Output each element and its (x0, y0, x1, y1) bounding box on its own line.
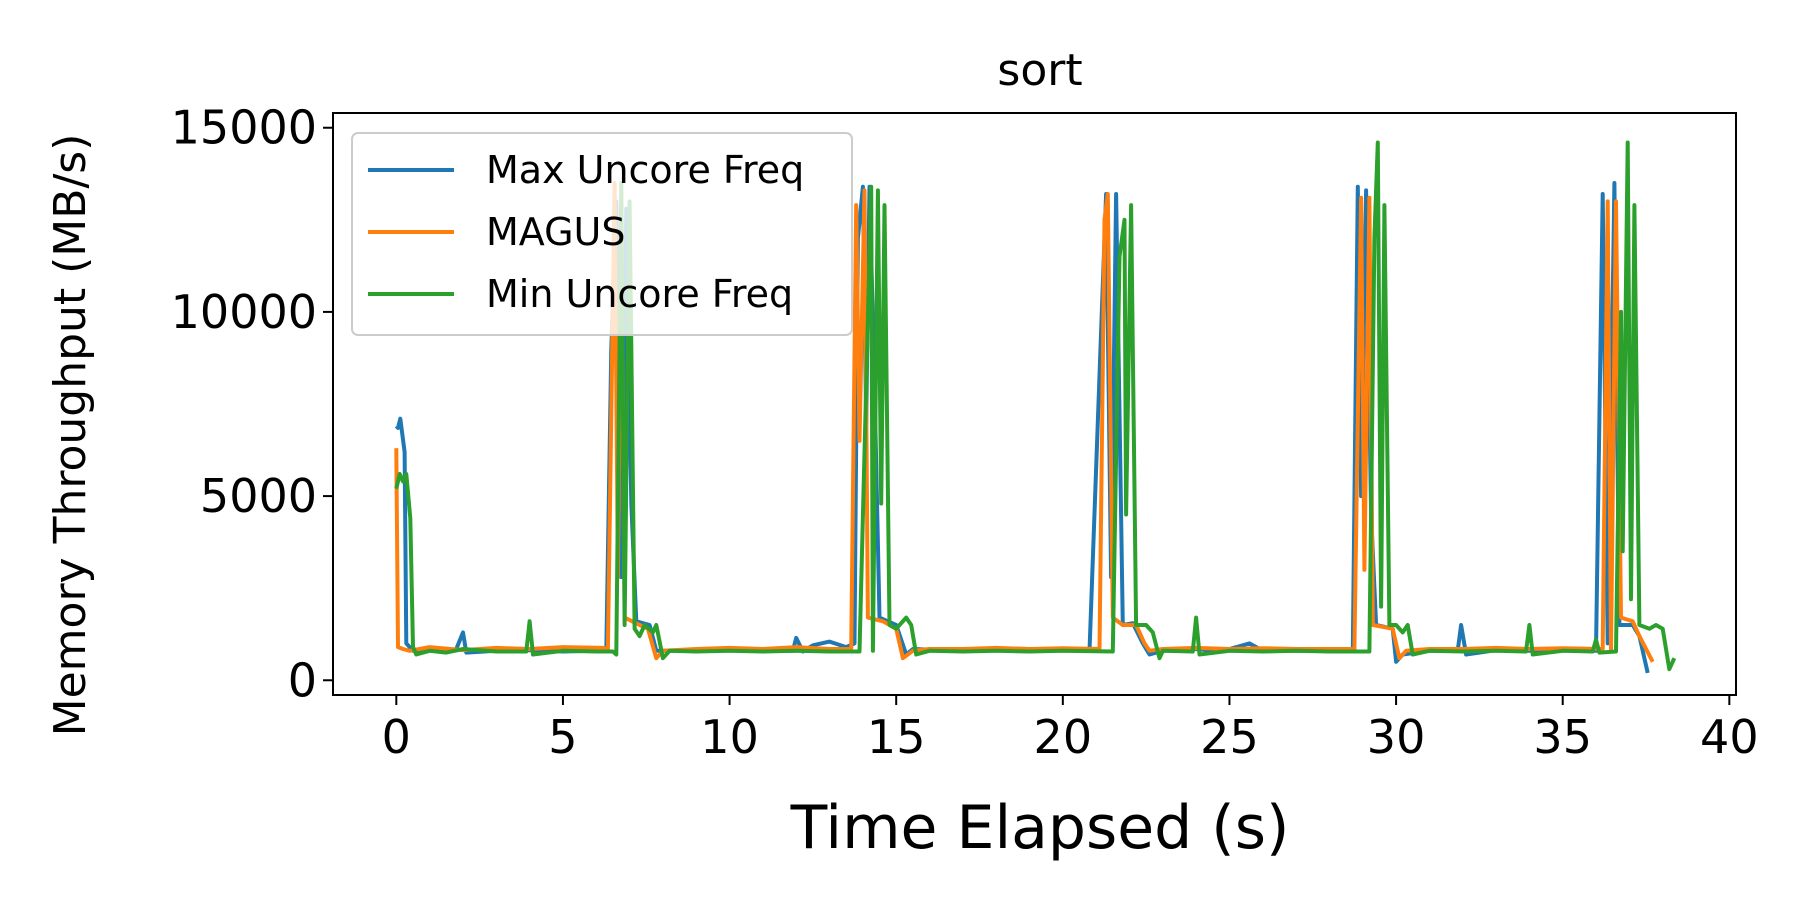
x-tick-label: 15 (867, 710, 926, 764)
x-tick-label: 25 (1200, 710, 1259, 764)
y-tick-label: 10000 (171, 285, 317, 339)
x-axis: 0 5 10 15 20 25 30 35 40 (382, 695, 1759, 764)
chart-title: sort (997, 45, 1082, 96)
x-tick-label: 10 (700, 710, 759, 764)
y-axis: 0 5000 10000 15000 (171, 101, 333, 707)
plot-frame (332, 112, 1737, 696)
legend-label: MAGUS (486, 210, 626, 254)
x-tick-label: 5 (548, 710, 577, 764)
y-tick-label: 15000 (171, 101, 317, 155)
legend-label: Min Uncore Freq (486, 272, 793, 316)
legend-label: Max Uncore Freq (486, 148, 804, 192)
plot-lines (394, 140, 1677, 674)
series-line-min-uncore-freq (394, 140, 1677, 672)
y-axis-label: Memory Throughput (MB/s) (45, 134, 96, 737)
x-tick-label: 35 (1533, 710, 1592, 764)
y-tick-label: 5000 (200, 469, 317, 523)
x-tick-label: 40 (1700, 710, 1759, 764)
x-tick-label: 20 (1034, 710, 1093, 764)
legend-box (351, 132, 853, 336)
x-tick-label: 0 (382, 710, 411, 764)
x-tick-label: 30 (1367, 710, 1426, 764)
x-axis-label: Time Elapsed (s) (790, 793, 1290, 863)
legend: Max Uncore Freq MAGUS Min Uncore Freq (351, 132, 853, 336)
y-tick-label: 0 (288, 653, 317, 707)
